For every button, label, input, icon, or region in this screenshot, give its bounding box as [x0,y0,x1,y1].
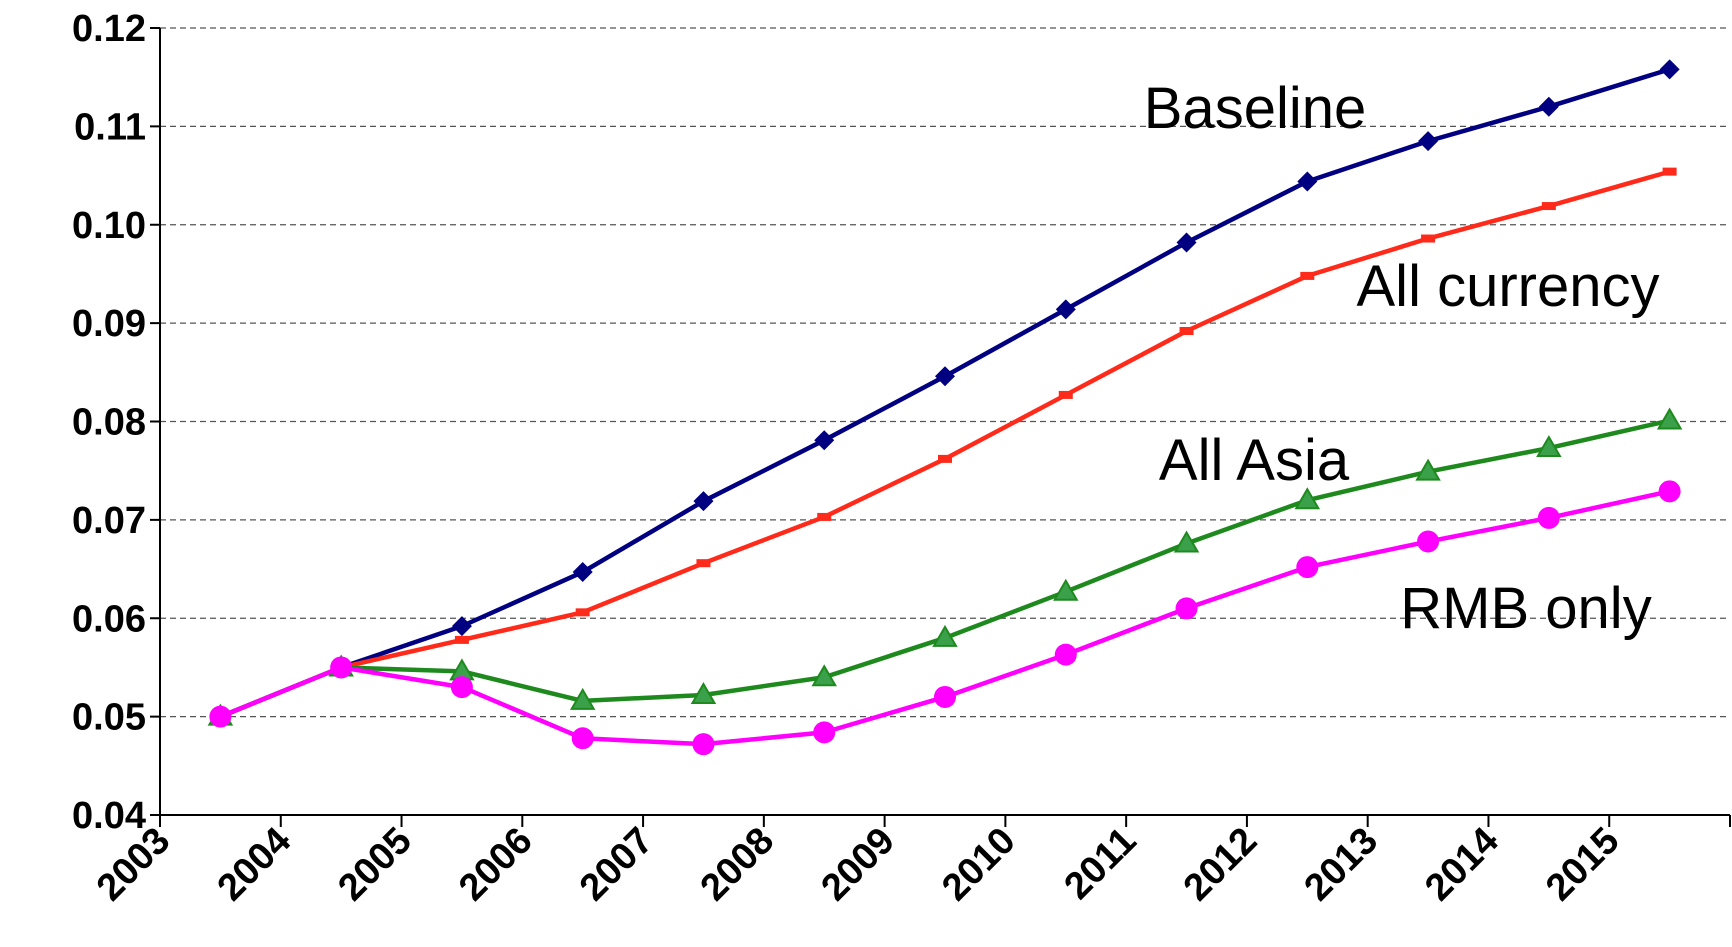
data-point-triangle [1173,530,1200,553]
x-tick-label: 2012 [1176,820,1265,909]
data-point-circle [209,705,232,728]
x-tick-label: 2010 [934,820,1023,909]
data-point-triangle [1536,435,1562,458]
y-tick-label: 0.10 [72,205,146,247]
x-tick-label: 2004 [210,820,299,909]
data-point-circle [1054,643,1077,666]
series-line [219,418,1671,719]
data-point-triangle [1294,487,1321,510]
data-point-circle [1417,530,1440,553]
axes [150,27,1731,827]
data-point-circle [330,656,353,679]
x-tick-label: 2011 [1057,820,1145,908]
x-tick-label: 2007 [572,820,661,909]
data-point-diamond [1538,96,1559,117]
series-baseline [210,59,1680,727]
series-rmb-only [209,480,1681,756]
x-tick-label: 2013 [1297,820,1386,909]
data-point-triangle [1656,407,1683,430]
series-all-currency [213,167,1677,721]
x-tick-label: 2015 [1538,820,1627,909]
data-point-triangle [1053,578,1079,601]
data-point-circle [1658,480,1681,503]
data-point-diamond [1176,232,1197,253]
x-tick-label: 2008 [693,820,782,909]
x-tick-label: 2014 [1417,820,1506,909]
y-tick-label: 0.09 [72,303,146,345]
x-axis-tick-labels: 2003 2004 2005 2006 2007 2008 2009 2010 2011 2012… [89,820,1628,909]
y-tick-label: 0.05 [72,697,146,739]
data-point-dash [817,512,832,521]
data-point-triangle [690,681,717,704]
data-point-dash [1058,390,1073,399]
series-label-rmb-only: RMB only [1400,576,1651,641]
y-tick-label: 0.08 [72,402,146,444]
data-point-dash [454,635,469,644]
gridlines [160,27,1730,718]
data-point-diamond [693,491,714,512]
data-point-dash [1300,271,1315,280]
data-point-diamond [814,430,835,451]
data-point-dash [696,559,711,568]
series-label-all-currency: All currency [1357,254,1660,319]
data-point-circle [934,685,956,708]
series-labels: Baseline All currency All Asia RMB only [1144,76,1660,641]
y-tick-label: 0.06 [72,598,146,640]
data-point-dash [1541,202,1556,211]
x-tick-label: 2005 [330,820,419,909]
data-point-circle [1296,556,1319,579]
data-point-diamond [935,366,955,387]
data-point-dash [1179,326,1194,335]
data-point-triangle [932,624,958,647]
data-point-circle [692,733,715,756]
series-label-all-asia: All Asia [1159,428,1350,493]
data-point-dash [938,454,952,463]
series-label-baseline: Baseline [1144,76,1366,141]
y-tick-label: 0.04 [72,795,146,837]
data-point-dash [1421,234,1436,243]
y-tick-label: 0.12 [72,8,146,50]
data-point-diamond [451,616,472,637]
data-point-diamond [1297,171,1318,192]
data-point-circle [450,676,473,699]
data-point-circle [1537,506,1560,529]
data-point-diamond [572,562,593,583]
series-all-asia [207,407,1683,726]
data-point-circle [1175,597,1198,620]
data-point-triangle [1415,458,1441,481]
data-point-diamond [1659,59,1680,80]
data-point-circle [571,727,594,750]
x-tick-label: 2006 [451,820,540,909]
data-point-triangle [811,664,837,687]
data-point-dash [575,608,590,617]
data-point-diamond [1055,299,1076,320]
data-point-diamond [1418,131,1439,152]
series-lines [207,59,1683,756]
x-tick-label: 2009 [813,820,902,909]
data-point-triangle [569,687,596,710]
y-tick-label: 0.11 [74,106,146,148]
data-point-circle [813,721,836,744]
data-point-dash [1662,167,1677,176]
y-axis-tick-labels: 0.04 0.05 0.06 0.07 0.08 0.09 0.10 0.11 0.12 [72,8,146,837]
y-tick-label: 0.07 [72,500,146,542]
